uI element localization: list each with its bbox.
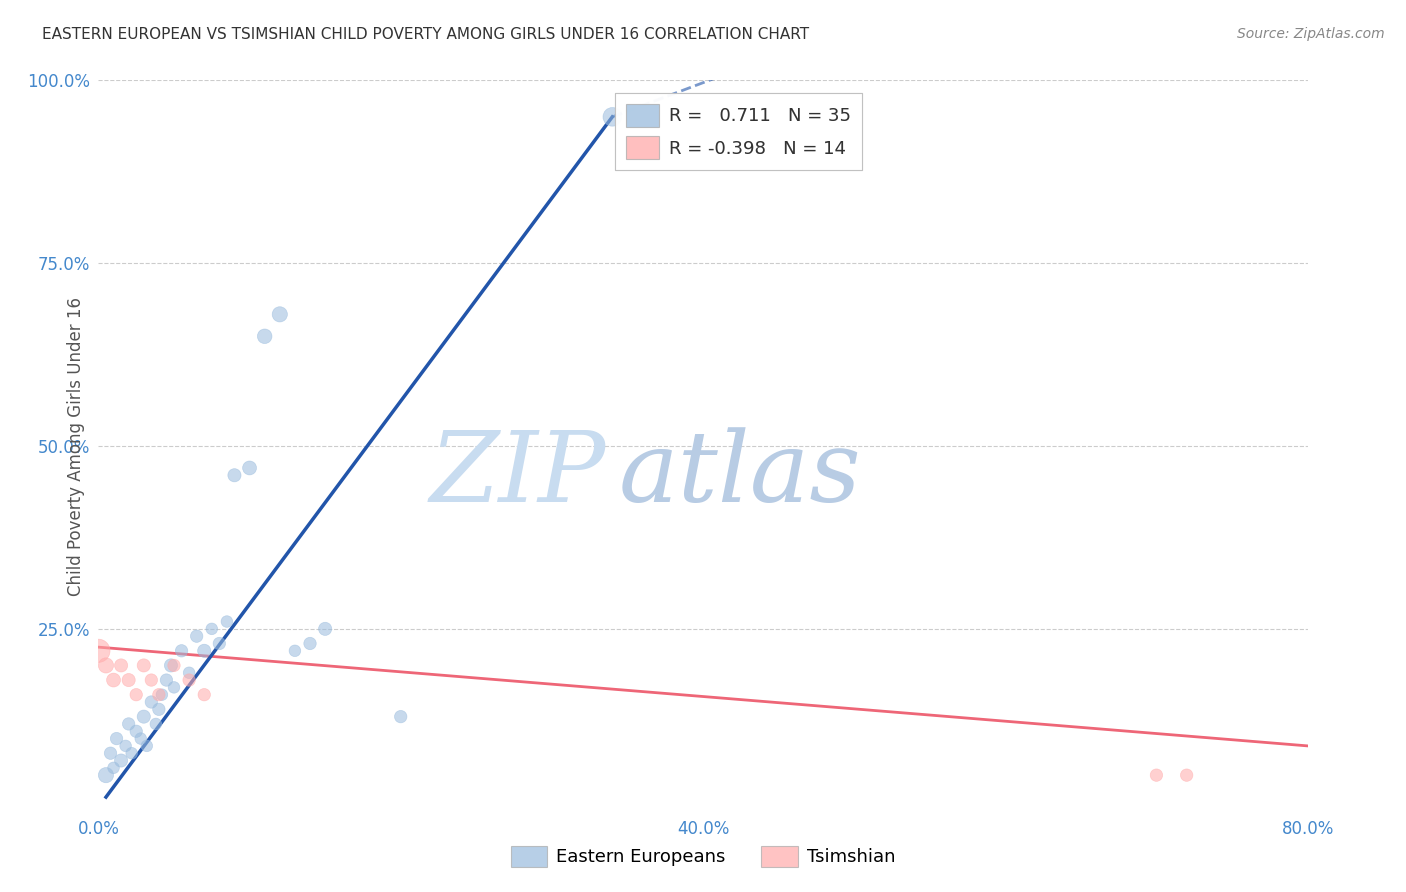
Point — [150, 688, 173, 702]
Point — [163, 681, 186, 695]
Point — [155, 673, 177, 687]
Point — [299, 636, 322, 650]
Point — [100, 746, 122, 760]
Point — [179, 665, 201, 680]
Point — [114, 739, 136, 753]
Point — [125, 724, 148, 739]
Point — [314, 622, 336, 636]
Point — [239, 461, 262, 475]
Point — [105, 731, 128, 746]
Point — [389, 709, 412, 723]
Point — [269, 307, 291, 321]
Point — [224, 468, 246, 483]
Point — [94, 768, 117, 782]
Text: ZIP: ZIP — [430, 427, 606, 523]
Point — [87, 644, 110, 658]
Point — [193, 688, 215, 702]
Point — [148, 688, 170, 702]
Point — [186, 629, 208, 643]
Point — [129, 731, 152, 746]
Point — [179, 673, 201, 687]
Point — [201, 622, 224, 636]
Point — [94, 658, 117, 673]
Point — [1175, 768, 1198, 782]
Point — [284, 644, 307, 658]
Text: EASTERN EUROPEAN VS TSIMSHIAN CHILD POVERTY AMONG GIRLS UNDER 16 CORRELATION CHA: EASTERN EUROPEAN VS TSIMSHIAN CHILD POVE… — [42, 27, 810, 42]
Point — [141, 695, 163, 709]
Point — [1144, 768, 1167, 782]
Point — [141, 673, 163, 687]
Point — [145, 717, 167, 731]
Point — [160, 658, 183, 673]
Point — [118, 673, 141, 687]
Point — [103, 673, 125, 687]
Point — [215, 615, 238, 629]
Point — [132, 658, 155, 673]
Point — [135, 739, 157, 753]
Legend: Eastern Europeans, Tsimshian: Eastern Europeans, Tsimshian — [503, 838, 903, 874]
Point — [148, 702, 170, 716]
Point — [132, 709, 155, 723]
Text: atlas: atlas — [619, 427, 860, 523]
Point — [602, 110, 624, 124]
Point — [110, 754, 132, 768]
Y-axis label: Child Poverty Among Girls Under 16: Child Poverty Among Girls Under 16 — [66, 296, 84, 596]
Point — [118, 717, 141, 731]
Point — [110, 658, 132, 673]
Point — [103, 761, 125, 775]
Point — [170, 644, 193, 658]
Point — [125, 688, 148, 702]
Point — [193, 644, 215, 658]
Point — [121, 746, 143, 760]
Legend: R =   0.711   N = 35, R = -0.398   N = 14: R = 0.711 N = 35, R = -0.398 N = 14 — [616, 93, 862, 170]
Point — [253, 329, 276, 343]
Point — [208, 636, 231, 650]
Point — [163, 658, 186, 673]
Text: Source: ZipAtlas.com: Source: ZipAtlas.com — [1237, 27, 1385, 41]
